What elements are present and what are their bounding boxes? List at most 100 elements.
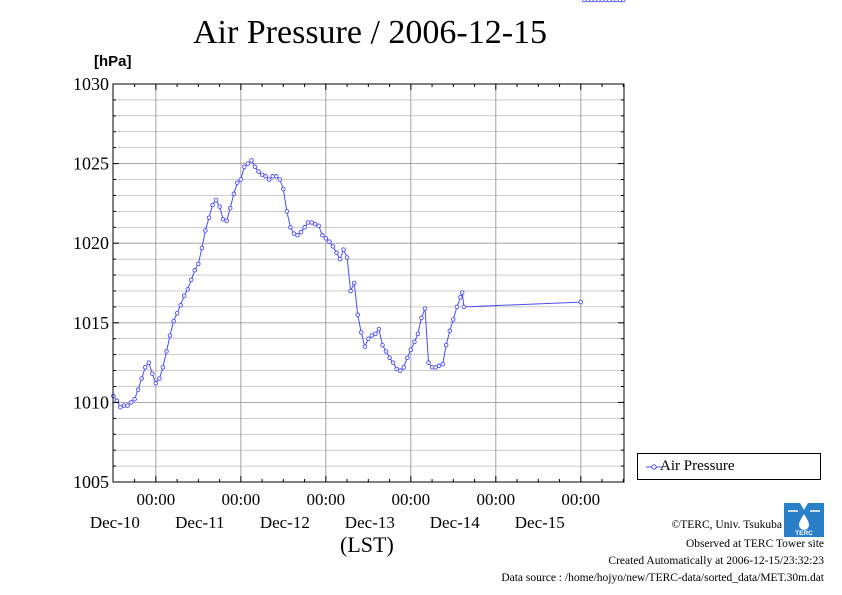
data-point bbox=[142, 365, 148, 370]
footer-created: Created Automatically at 2006-12-15/23:3… bbox=[608, 555, 824, 567]
y-tick-label: 1030 bbox=[73, 74, 109, 94]
data-point bbox=[266, 177, 272, 182]
data-point bbox=[401, 365, 406, 370]
data-point bbox=[203, 228, 208, 233]
data-point bbox=[610, 0, 615, 3]
data-point bbox=[603, 0, 608, 3]
data-point bbox=[206, 215, 212, 220]
data-point bbox=[270, 174, 275, 179]
data-point bbox=[245, 161, 251, 166]
x-tick-date: Dec-10 bbox=[90, 513, 140, 532]
data-point bbox=[181, 293, 187, 298]
terc-logo-icon: TERC bbox=[784, 503, 824, 537]
data-point bbox=[422, 306, 428, 311]
data-point bbox=[582, 0, 587, 3]
series-polyline bbox=[112, 159, 581, 408]
data-point bbox=[316, 223, 321, 228]
data-point bbox=[337, 256, 343, 262]
data-point bbox=[298, 229, 304, 235]
data-point bbox=[451, 317, 456, 322]
data-point bbox=[274, 174, 279, 179]
y-axis-unit: [hPa] bbox=[94, 53, 132, 70]
data-point bbox=[596, 0, 601, 3]
data-point bbox=[171, 318, 176, 324]
data-point bbox=[330, 244, 336, 249]
chart-title: Air Pressure / 2006-12-15 bbox=[192, 14, 548, 51]
series-line bbox=[112, 159, 581, 408]
data-point bbox=[213, 197, 219, 203]
data-point bbox=[263, 174, 268, 179]
data-point bbox=[259, 172, 265, 177]
data-point bbox=[373, 331, 378, 337]
data-point bbox=[426, 360, 431, 365]
data-point bbox=[135, 387, 141, 392]
data-point bbox=[387, 355, 392, 361]
data-point bbox=[351, 280, 357, 286]
data-point bbox=[118, 404, 123, 410]
legend-label: Air Pressure bbox=[660, 458, 735, 474]
data-point bbox=[164, 349, 169, 354]
data-point bbox=[196, 261, 201, 267]
data-point bbox=[369, 333, 375, 338]
data-point bbox=[320, 232, 325, 238]
x-axis-label: (LST) bbox=[340, 532, 394, 557]
data-point bbox=[189, 277, 194, 283]
data-point bbox=[256, 169, 261, 174]
data-point bbox=[277, 177, 283, 182]
data-point bbox=[344, 255, 350, 260]
data-point bbox=[281, 186, 286, 192]
data-point bbox=[323, 236, 329, 241]
y-tick-label: 1010 bbox=[73, 392, 109, 412]
data-point bbox=[443, 342, 449, 348]
data-point bbox=[167, 333, 173, 338]
data-point bbox=[621, 0, 626, 3]
data-point bbox=[376, 326, 382, 332]
data-point bbox=[334, 250, 339, 256]
data-point bbox=[242, 164, 247, 170]
data-point bbox=[291, 231, 297, 236]
data-point bbox=[415, 331, 421, 337]
data-point bbox=[341, 247, 346, 252]
data-point bbox=[160, 365, 166, 370]
data-point bbox=[454, 304, 460, 310]
logo-text: TERC bbox=[795, 530, 813, 537]
y-tick-label: 1015 bbox=[73, 313, 109, 333]
data-point bbox=[235, 180, 240, 185]
data-point bbox=[157, 376, 162, 381]
y-tick-label: 1020 bbox=[73, 233, 109, 253]
grid-lines bbox=[113, 84, 624, 482]
y-tick-label: 1025 bbox=[73, 154, 109, 174]
data-point bbox=[394, 366, 399, 372]
legend-swatch bbox=[646, 464, 662, 470]
data-point bbox=[606, 0, 612, 3]
data-point bbox=[252, 164, 258, 170]
legend: Air Pressure bbox=[637, 453, 821, 480]
data-point bbox=[578, 299, 584, 305]
x-tick-time: 00:00 bbox=[561, 490, 600, 509]
data-point bbox=[302, 225, 307, 230]
data-point bbox=[327, 239, 332, 244]
x-tick-date: Dec-14 bbox=[430, 513, 481, 532]
data-point bbox=[380, 342, 385, 348]
x-tick-date: Dec-13 bbox=[345, 513, 395, 532]
data-point bbox=[153, 381, 159, 386]
footer-observed: Observed at TERC Tower site bbox=[685, 538, 824, 550]
data-point bbox=[249, 158, 254, 163]
axis-ticks: 1005 1010 1015 1020 1025 1030 00:00 Dec-10 00:00… bbox=[73, 74, 624, 532]
data-point bbox=[150, 371, 155, 376]
data-point bbox=[408, 347, 414, 353]
data-point bbox=[312, 221, 318, 227]
data-point bbox=[139, 376, 144, 381]
x-tick-time: 00:00 bbox=[306, 490, 345, 509]
data-point bbox=[366, 336, 371, 341]
x-tick-date: Dec-11 bbox=[175, 513, 224, 532]
data-point bbox=[405, 355, 410, 361]
data-point bbox=[589, 0, 594, 3]
data-point bbox=[599, 0, 605, 3]
series-points bbox=[111, 0, 626, 410]
data-point bbox=[458, 295, 463, 300]
data-point bbox=[185, 287, 190, 292]
data-point bbox=[447, 328, 453, 334]
data-point bbox=[592, 0, 598, 3]
